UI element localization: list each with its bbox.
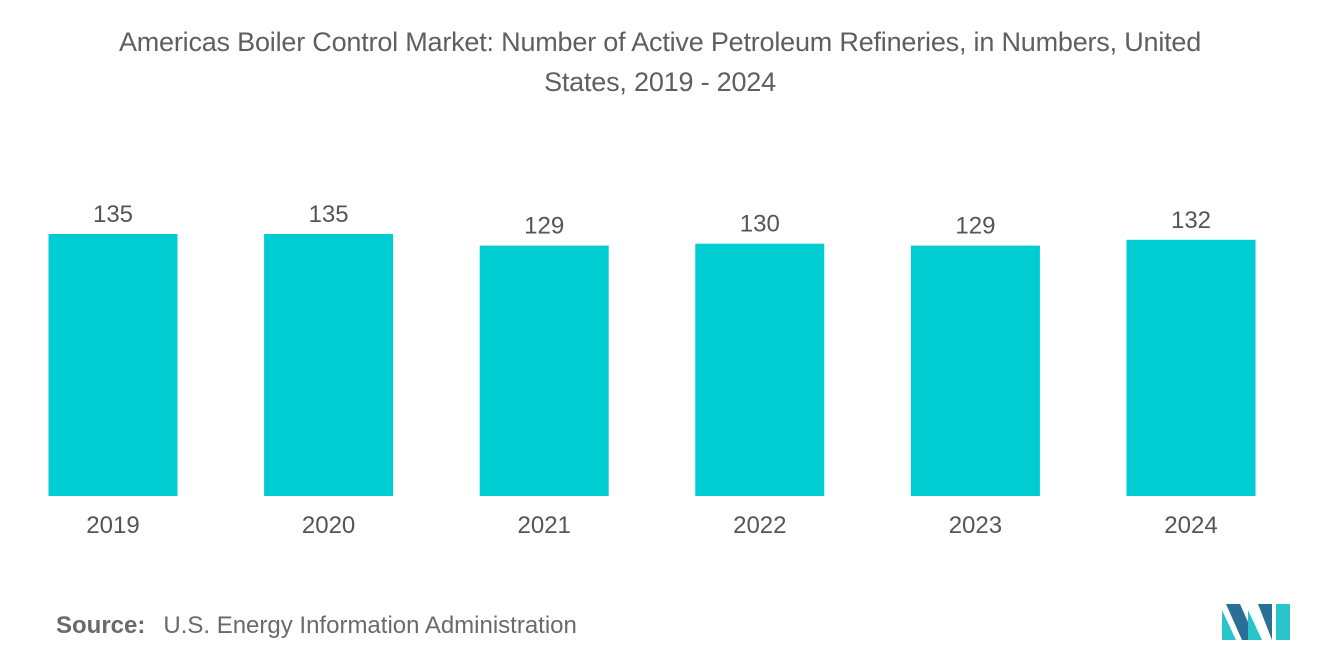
data-label-2020: 135	[309, 201, 349, 228]
bar-2023	[910, 245, 1040, 496]
bar-2022	[695, 243, 825, 496]
source-note: Source: U.S. Energy Information Administr…	[56, 612, 577, 640]
x-tick-label-2022: 2022	[733, 512, 786, 539]
chart-title-line-2: States, 2019 - 2024	[544, 67, 776, 97]
data-label-2022: 130	[740, 211, 780, 238]
x-tick-label-2019: 2019	[86, 512, 139, 539]
x-tick-label-2020: 2020	[302, 512, 355, 539]
data-label-2023: 129	[955, 213, 995, 240]
bar-2021	[479, 245, 609, 496]
x-tick-label-2023: 2023	[949, 512, 1002, 539]
x-tick-label-2024: 2024	[1164, 512, 1217, 539]
logo-shape-5	[1276, 604, 1290, 640]
data-label-2021: 129	[524, 213, 564, 240]
chart-title-line-1: Americas Boiler Control Market: Number o…	[118, 27, 1202, 57]
bar-2024	[1126, 239, 1256, 497]
data-label-2024: 132	[1171, 207, 1211, 234]
logo-shape-4	[1258, 604, 1272, 640]
logo-shape-1	[1222, 610, 1236, 640]
chart-title: Americas Boiler Control Market: Number o…	[0, 22, 1320, 102]
logo-shape-3	[1248, 610, 1262, 640]
source-text: U.S. Energy Information Administration	[163, 612, 577, 639]
x-tick-label-2021: 2021	[518, 512, 571, 539]
bar-2019	[48, 234, 178, 496]
data-label-2019: 135	[93, 201, 133, 228]
source-label: Source:	[56, 612, 146, 639]
mordor-logo-icon	[1222, 604, 1290, 640]
bar-2020	[264, 234, 394, 496]
